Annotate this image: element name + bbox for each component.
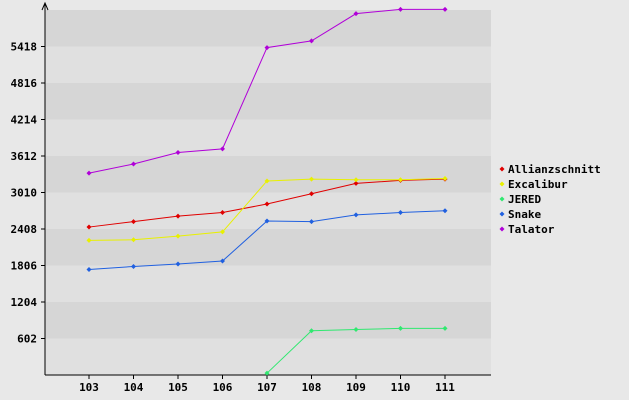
x-tick-label: 111 (435, 381, 455, 394)
data-point (220, 146, 225, 152)
y-tick-label: 1806 (11, 260, 38, 273)
data-point (86, 170, 92, 176)
data-point (309, 191, 314, 197)
y-tick-label: 3612 (11, 150, 38, 163)
grid-band (45, 265, 491, 302)
data-point (131, 219, 136, 225)
legend-item: Allianzschnitt (499, 163, 601, 176)
legend-item: JERED (499, 193, 541, 206)
grid-band (45, 156, 491, 193)
series-allianzschnitt (86, 176, 448, 230)
series-excalibur (86, 176, 448, 243)
data-point (131, 161, 136, 167)
data-point (353, 11, 359, 17)
y-tick-label: 1204 (11, 296, 38, 309)
data-point (175, 233, 181, 239)
series-lines (86, 6, 448, 376)
data-point (442, 6, 448, 12)
grid-band (45, 83, 491, 120)
data-point (131, 263, 136, 269)
y-tick-label: 4816 (11, 77, 38, 90)
data-point (264, 45, 270, 51)
data-point (220, 229, 225, 235)
legend-item: Talator (499, 223, 555, 236)
legend: Allianzschnitt Excalibur JERED Snake Talator (499, 163, 601, 236)
data-point (264, 201, 270, 207)
data-point (86, 237, 92, 243)
legend-marker (499, 226, 505, 232)
data-point (442, 176, 448, 182)
data-point (131, 237, 136, 243)
data-point (353, 177, 359, 183)
data-point (175, 149, 181, 155)
legend-item: Snake (499, 208, 541, 221)
data-point (398, 210, 403, 216)
data-point (309, 38, 314, 44)
grid-band (45, 119, 491, 156)
y-tick-label: 3010 (11, 187, 38, 200)
x-tick-label: 107 (257, 381, 277, 394)
data-point (353, 180, 359, 186)
y-tick-label: 602 (17, 333, 37, 346)
x-tick-label: 106 (213, 381, 233, 394)
grid-band (45, 338, 491, 375)
x-tick-label: 109 (346, 381, 366, 394)
grid-band (45, 46, 491, 83)
data-point (442, 208, 448, 214)
plot-background (45, 10, 491, 375)
data-point (442, 325, 448, 331)
x-tick-label: 110 (391, 381, 411, 394)
data-point (86, 267, 92, 273)
grid-band (45, 192, 491, 229)
x-tick-label: 104 (124, 381, 144, 394)
series-talator (86, 6, 448, 176)
data-point (309, 219, 314, 225)
series-jered (264, 325, 448, 376)
data-point (264, 370, 270, 376)
y-tick-label: 2408 (11, 223, 38, 236)
data-point (175, 261, 181, 267)
legend-marker (499, 211, 505, 217)
data-point (264, 218, 270, 224)
legend-marker (499, 181, 505, 187)
grid-band (45, 229, 491, 266)
data-point (86, 224, 92, 230)
data-point (353, 212, 359, 218)
data-point (398, 6, 403, 12)
grid-band (45, 10, 491, 47)
x-axis-ticks: 103 104 105 106 107 108 109 110 111 (79, 375, 455, 394)
data-point (398, 177, 403, 183)
data-point (220, 210, 225, 216)
data-point (398, 325, 403, 331)
data-point (175, 213, 181, 219)
y-tick-label: 4214 (11, 114, 38, 127)
data-point (353, 327, 359, 333)
y-tick-label: 5418 (11, 41, 38, 54)
legend-item: Excalibur (499, 178, 568, 191)
legend-label: JERED (508, 193, 541, 206)
x-tick-label: 105 (168, 381, 188, 394)
y-axis-ticks: 602 1204 1806 2408 3010 3612 4214 4816 5418 (11, 41, 45, 346)
x-tick-label: 103 (79, 381, 99, 394)
legend-label: Snake (508, 208, 541, 221)
axes (41, 1, 491, 376)
legend-label: Allianzschnitt (508, 163, 601, 176)
grid-band (45, 302, 491, 339)
data-point (309, 328, 314, 334)
legend-marker (499, 196, 505, 202)
series-snake (86, 208, 448, 273)
legend-marker (499, 166, 505, 172)
y-axis-arrow (41, 1, 49, 11)
data-point (220, 258, 225, 264)
legend-label: Excalibur (508, 178, 568, 191)
x-tick-label: 108 (302, 381, 322, 394)
data-point (309, 176, 314, 182)
legend-label: Talator (508, 223, 555, 236)
data-point (264, 178, 270, 184)
